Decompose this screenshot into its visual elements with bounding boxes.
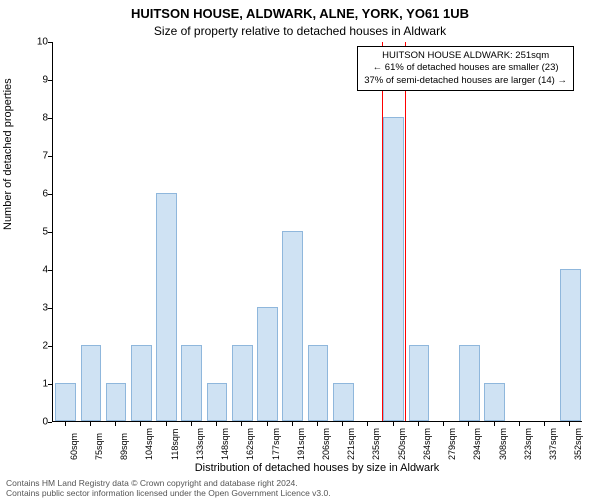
y-tick-label: 5 (30, 227, 48, 238)
x-tick-label: 162sqm (245, 428, 255, 460)
y-axis-label: Number of detached properties (2, 78, 14, 230)
x-tick-mark (166, 422, 167, 426)
x-tick-label: 308sqm (498, 428, 508, 460)
bar (106, 383, 127, 421)
bar (232, 345, 253, 421)
y-tick-mark (48, 156, 52, 157)
y-tick-label: 8 (30, 113, 48, 124)
x-tick-mark (292, 422, 293, 426)
x-tick-label: 221sqm (346, 428, 356, 460)
footer-attribution: Contains HM Land Registry data © Crown c… (6, 478, 331, 498)
x-tick-mark (115, 422, 116, 426)
y-tick-label: 0 (30, 417, 48, 428)
y-tick-mark (48, 346, 52, 347)
annotation-line: 37% of semi-detached houses are larger (… (364, 75, 567, 87)
y-tick-mark (48, 80, 52, 81)
x-tick-mark (65, 422, 66, 426)
y-tick-mark (48, 232, 52, 233)
y-tick-label: 4 (30, 265, 48, 276)
bar (55, 383, 76, 421)
x-tick-label: 133sqm (195, 428, 205, 460)
y-tick-mark (48, 384, 52, 385)
highlight-line (405, 42, 406, 421)
bar (282, 231, 303, 421)
x-tick-label: 177sqm (271, 428, 281, 460)
bar (156, 193, 177, 421)
bar (81, 345, 102, 421)
footer-line-2: Contains public sector information licen… (6, 488, 331, 498)
y-tick-mark (48, 118, 52, 119)
x-tick-mark (393, 422, 394, 426)
y-tick-mark (48, 422, 52, 423)
x-tick-mark (494, 422, 495, 426)
y-tick-label: 6 (30, 189, 48, 200)
bar (409, 345, 430, 421)
y-tick-label: 7 (30, 151, 48, 162)
y-tick-label: 1 (30, 379, 48, 390)
x-tick-label: 89sqm (119, 433, 129, 460)
y-tick-label: 3 (30, 303, 48, 314)
x-tick-mark (267, 422, 268, 426)
bar (131, 345, 152, 421)
x-tick-label: 60sqm (69, 433, 79, 460)
bar (308, 345, 329, 421)
footer-line-1: Contains HM Land Registry data © Crown c… (6, 478, 331, 488)
x-tick-mark (544, 422, 545, 426)
y-tick-label: 2 (30, 341, 48, 352)
x-tick-label: 250sqm (397, 428, 407, 460)
x-tick-label: 118sqm (170, 429, 180, 460)
y-tick-mark (48, 270, 52, 271)
x-tick-mark (241, 422, 242, 426)
highlight-line (382, 42, 383, 421)
bar (181, 345, 202, 421)
annotation-line: ← 61% of detached houses are smaller (23… (364, 62, 567, 74)
x-tick-mark (317, 422, 318, 426)
x-tick-mark (367, 422, 368, 426)
x-tick-label: 235sqm (371, 428, 381, 460)
x-tick-mark (418, 422, 419, 426)
bar (560, 269, 581, 421)
y-tick-mark (48, 42, 52, 43)
x-tick-label: 294sqm (472, 428, 482, 460)
annotation-box: HUITSON HOUSE ALDWARK: 251sqm← 61% of de… (357, 46, 574, 91)
x-tick-mark (140, 422, 141, 426)
bar (333, 383, 354, 421)
y-tick-label: 10 (30, 37, 48, 48)
x-tick-label: 264sqm (422, 428, 432, 460)
bar (383, 117, 404, 421)
x-tick-mark (191, 422, 192, 426)
x-tick-label: 191sqm (296, 428, 306, 460)
chart-subtitle: Size of property relative to detached ho… (0, 24, 600, 38)
x-tick-mark (90, 422, 91, 426)
x-tick-label: 75sqm (94, 433, 104, 460)
x-tick-label: 148sqm (220, 428, 230, 460)
x-tick-mark (519, 422, 520, 426)
y-tick-mark (48, 308, 52, 309)
x-tick-label: 206sqm (321, 428, 331, 460)
bar (484, 383, 505, 421)
annotation-line: HUITSON HOUSE ALDWARK: 251sqm (364, 50, 567, 62)
x-tick-label: 279sqm (447, 428, 457, 460)
x-tick-mark (443, 422, 444, 426)
x-tick-mark (468, 422, 469, 426)
x-axis-label: Distribution of detached houses by size … (52, 462, 582, 474)
bar (207, 383, 228, 421)
y-tick-mark (48, 194, 52, 195)
bar (459, 345, 480, 421)
x-tick-label: 323sqm (523, 428, 533, 460)
chart-title: HUITSON HOUSE, ALDWARK, ALNE, YORK, YO61… (0, 6, 600, 21)
y-tick-label: 9 (30, 75, 48, 86)
x-tick-mark (342, 422, 343, 426)
bar (257, 307, 278, 421)
x-tick-mark (569, 422, 570, 426)
x-tick-label: 352sqm (573, 428, 583, 460)
x-tick-label: 337sqm (548, 428, 558, 460)
x-tick-label: 104sqm (144, 428, 154, 460)
plot-area: HUITSON HOUSE ALDWARK: 251sqm← 61% of de… (52, 42, 582, 422)
x-tick-mark (216, 422, 217, 426)
